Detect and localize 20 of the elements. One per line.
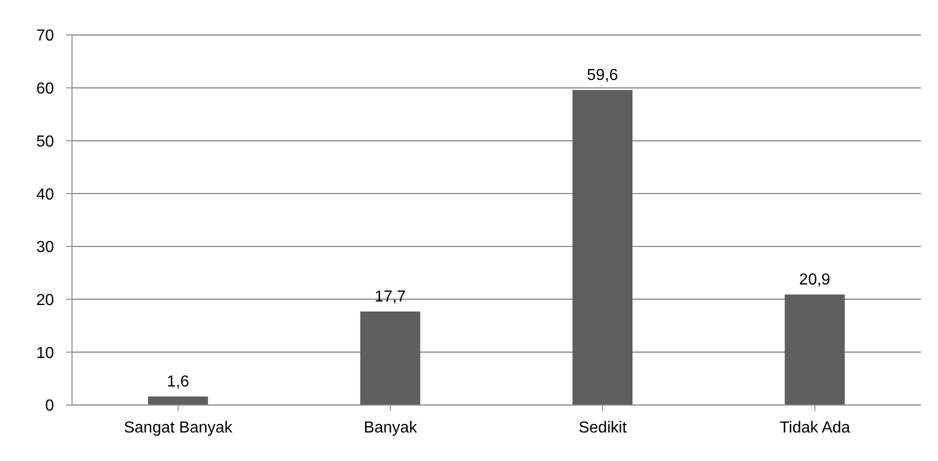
y-tick-label: 50 (36, 133, 54, 150)
x-tick-label: Sangat Banyak (124, 419, 234, 436)
y-tick-label: 20 (36, 292, 54, 309)
data-label: 1,6 (166, 374, 190, 391)
y-tick-label: 60 (36, 80, 54, 98)
bar (572, 90, 632, 405)
x-tick-label: Sedikit (578, 419, 628, 436)
data-label: 17,7 (374, 288, 406, 306)
y-tick-label: 0 (45, 398, 54, 415)
x-tick-label: Tidak Ada (780, 419, 850, 436)
bar (148, 396, 208, 405)
y-tick-label: 10 (36, 344, 54, 362)
y-tick-label: 70 (36, 28, 54, 45)
x-tick-label: Banyak (364, 419, 418, 436)
data-label: 20,9 (799, 272, 830, 289)
bar (784, 294, 845, 405)
data-label: 59,6 (586, 66, 618, 84)
bar (360, 311, 420, 405)
y-tick-label: 40 (36, 186, 54, 204)
y-tick-label: 30 (36, 239, 54, 256)
